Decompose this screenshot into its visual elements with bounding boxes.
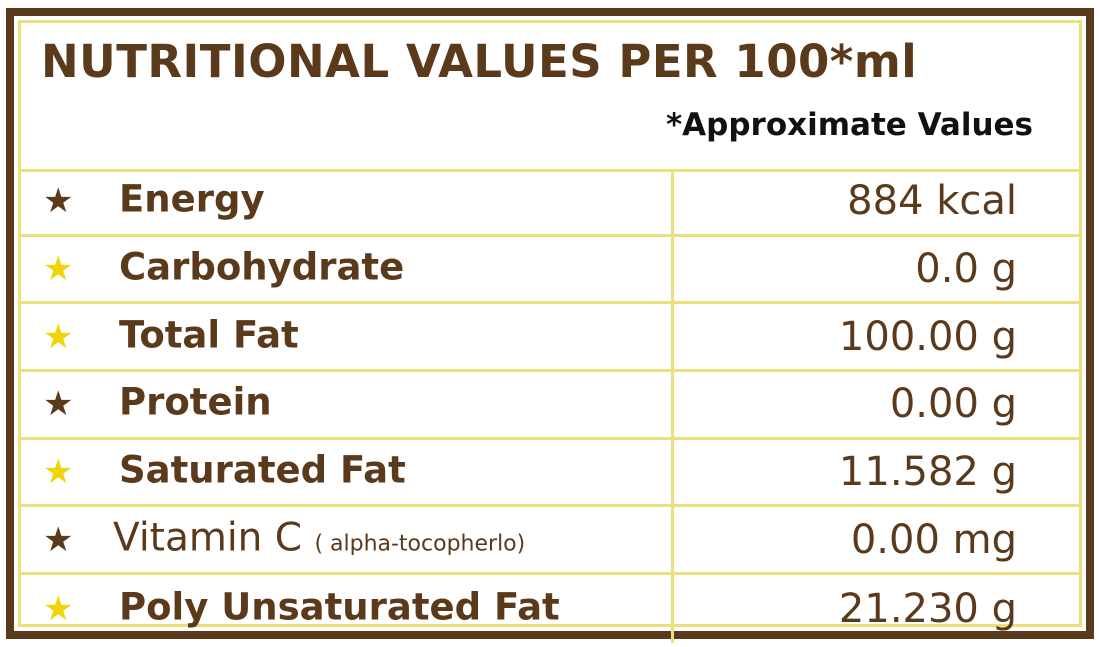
nutrient-label-cell: ★ Vitamin C ( alpha-tocopherlo) (21, 507, 674, 573)
nutrient-label-note: ( alpha-tocopherlo) (314, 531, 526, 557)
star-icon: ★ (43, 181, 74, 222)
nutrient-value: 0.00 mg (850, 516, 1017, 563)
nutrient-label: Vitamin C ( alpha-tocopherlo) (113, 515, 525, 560)
star-icon: ★ (43, 519, 74, 560)
nutrient-value: 884 kcal (847, 178, 1017, 225)
nutrient-label-cell: ★ Total Fat (21, 304, 674, 370)
nutrient-label-cell: ★ Energy (21, 169, 674, 234)
page-title: NUTRITIONAL VALUES PER 100*ml (41, 35, 918, 88)
nutrient-label: Saturated Fat (119, 448, 406, 492)
star-icon: ★ (43, 384, 74, 425)
table-row: ★ Protein 0.00 g (21, 372, 1079, 440)
nutrient-value: 0.00 g (889, 381, 1017, 428)
nutrient-label-text: Vitamin C (113, 515, 303, 561)
nutrient-value: 0.0 g (915, 246, 1017, 293)
nutrient-label: Protein (119, 380, 272, 424)
nutrient-label: Poly Unsaturated Fat (119, 585, 560, 629)
nutrient-rows: ★ Energy 884 kcal ★ Carbohydrate 0.0 g ★… (21, 169, 1079, 643)
star-icon: ★ (43, 316, 74, 357)
nutrient-label-cell: ★ Saturated Fat (21, 439, 674, 505)
table-row: ★ Energy 884 kcal (21, 169, 1079, 237)
nutrition-table: NUTRITIONAL VALUES PER 100*ml *Approxima… (18, 20, 1082, 643)
star-icon: ★ (43, 249, 74, 290)
star-icon: ★ (43, 588, 74, 629)
nutrient-value: 100.00 g (838, 313, 1017, 360)
table-header: NUTRITIONAL VALUES PER 100*ml *Approxima… (21, 23, 1079, 172)
table-row: ★ Vitamin C ( alpha-tocopherlo) 0.00 mg (21, 507, 1079, 576)
approximate-values-note: *Approximate Values (665, 107, 1033, 143)
nutrient-label-cell: ★ Protein (21, 372, 674, 437)
nutrient-label-cell: ★ Carbohydrate (21, 236, 674, 302)
table-row: ★ Poly Unsaturated Fat 21.230 g (21, 575, 1079, 643)
table-row: ★ Total Fat 100.00 g (21, 304, 1079, 373)
nutrient-value: 21.230 g (838, 585, 1017, 632)
nutrient-label: Total Fat (119, 313, 299, 357)
table-row: ★ Carbohydrate 0.0 g (21, 236, 1079, 305)
nutrient-label-cell: ★ Poly Unsaturated Fat (21, 575, 674, 643)
star-icon: ★ (43, 452, 74, 493)
nutrition-label-frame: NUTRITIONAL VALUES PER 100*ml *Approxima… (6, 8, 1094, 643)
nutrient-label: Energy (119, 177, 265, 221)
nutrient-label: Carbohydrate (119, 245, 405, 289)
table-row: ★ Saturated Fat 11.582 g (21, 439, 1079, 508)
nutrient-value: 11.582 g (838, 449, 1017, 496)
